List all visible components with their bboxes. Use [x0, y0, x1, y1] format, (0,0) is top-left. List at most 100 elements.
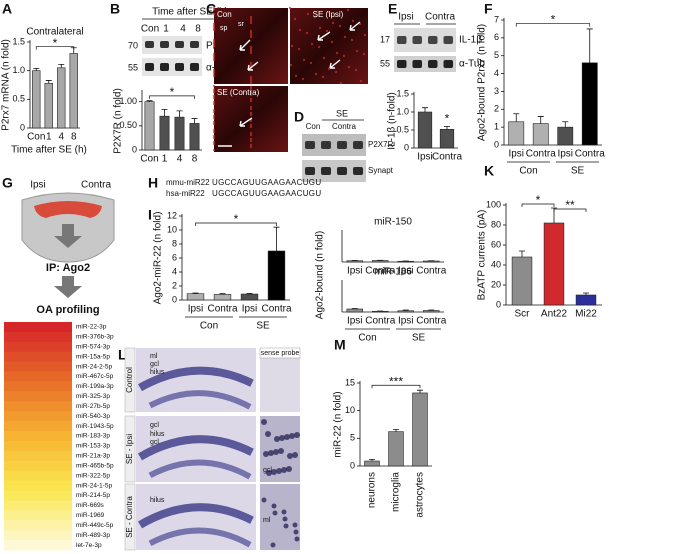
x-tick-label: Ipsi	[242, 304, 258, 315]
stained-cell	[294, 432, 300, 438]
bar	[372, 260, 389, 263]
significance-mark: *	[536, 193, 541, 207]
sequence: UGCCAGUUGAAGAACUGU	[212, 189, 321, 198]
cell	[249, 87, 253, 91]
y-tick-label: 20	[491, 279, 501, 289]
cell	[212, 72, 216, 76]
y-axis-label: P2rx7 mRNA (n fold)	[1, 39, 12, 131]
cell	[212, 94, 216, 98]
significance-bracket	[521, 203, 555, 207]
error-bar	[513, 113, 520, 122]
significance-mark: *	[551, 13, 556, 27]
significance-bracket	[195, 222, 277, 226]
blot-band	[428, 36, 438, 44]
bar	[174, 116, 185, 151]
cell	[249, 81, 253, 85]
bar	[532, 123, 549, 146]
bar	[557, 126, 574, 146]
lane-label: 1	[163, 24, 169, 35]
granule-layer	[148, 527, 252, 548]
row-tab	[124, 347, 136, 413]
y-tick-label: 3	[494, 86, 499, 96]
blot	[394, 56, 456, 72]
significance-bracket	[149, 95, 195, 99]
cell	[212, 140, 216, 144]
stained-cell	[268, 450, 274, 456]
mirna-label: miR-489-3p	[76, 532, 110, 539]
bar	[144, 101, 155, 151]
cell	[317, 45, 321, 49]
x-tick-label: Contra	[526, 149, 556, 160]
blot-header: Time after SE (h)	[152, 7, 228, 18]
cell	[212, 108, 216, 112]
mirna-label: miR-1969	[76, 512, 105, 519]
stained-cell	[287, 453, 293, 459]
y-tick-label: 0	[350, 460, 355, 470]
error-bar	[191, 118, 198, 124]
chart-title: Contralateral	[26, 27, 83, 38]
marker-label: 70	[128, 40, 138, 50]
cell	[249, 45, 253, 49]
cell	[358, 22, 362, 26]
blot-band	[190, 63, 199, 71]
x-axis-label: Time after SE (h)	[11, 145, 87, 156]
row-label: SE - Ipsi	[125, 434, 134, 464]
cell	[212, 52, 216, 56]
cell	[212, 54, 216, 58]
mirna-label: miR-467c-5p	[76, 373, 114, 380]
y-tick-label: 60	[491, 239, 501, 249]
cell	[212, 68, 216, 72]
y-tick-label: 0	[132, 144, 137, 154]
cell	[212, 42, 216, 46]
cell	[301, 77, 305, 81]
x-tick-label: Ipsi	[347, 316, 363, 327]
panel-label: I	[148, 207, 152, 223]
cell	[354, 68, 358, 72]
bar	[346, 308, 363, 313]
cell	[249, 131, 253, 135]
stained-cell	[284, 434, 290, 440]
cell	[350, 38, 354, 42]
blot-band	[443, 36, 453, 44]
mirna-label: miR-574-3p	[76, 344, 110, 351]
lane-label: 8	[195, 24, 201, 35]
panel-label: G	[2, 175, 13, 191]
stained-cell	[278, 448, 284, 454]
step-label: IP: Ago2	[46, 262, 90, 274]
arrow	[349, 21, 361, 31]
x-tick-label: 8	[192, 154, 198, 165]
inset-title: sense probe	[261, 350, 300, 357]
stained-cell	[294, 536, 300, 542]
significance-bracket	[515, 23, 591, 27]
bar	[397, 310, 414, 313]
blot-band	[321, 141, 331, 149]
region-label: ml	[263, 517, 271, 524]
cell	[314, 72, 318, 76]
error-bar	[219, 293, 226, 295]
cell	[297, 47, 301, 51]
cell	[249, 97, 253, 101]
mirna-label: miR-325-3p	[76, 393, 110, 400]
y-tick-label: 0.50	[119, 120, 137, 130]
cell	[212, 90, 216, 94]
cell	[212, 12, 216, 16]
inset-header	[259, 347, 301, 359]
significance-mark: *	[170, 85, 175, 99]
micrograph	[290, 8, 368, 84]
cell	[249, 29, 253, 33]
cell	[249, 133, 253, 137]
cell	[318, 26, 322, 30]
stained-cell	[266, 470, 272, 476]
x-tick-label: Contra	[365, 266, 395, 277]
cell	[212, 110, 216, 114]
band-label: Synapt	[368, 166, 394, 175]
y-tick-label: 0	[494, 139, 499, 149]
mirna-label: miR-24-2-5p	[76, 363, 113, 370]
marker-label: 17	[380, 34, 390, 44]
x-tick-label: Contra	[207, 304, 237, 315]
error-bar	[176, 110, 183, 118]
x-tick-label: Ipsi	[417, 152, 433, 163]
y-tick-label: 10	[345, 405, 355, 415]
cell	[212, 130, 216, 134]
